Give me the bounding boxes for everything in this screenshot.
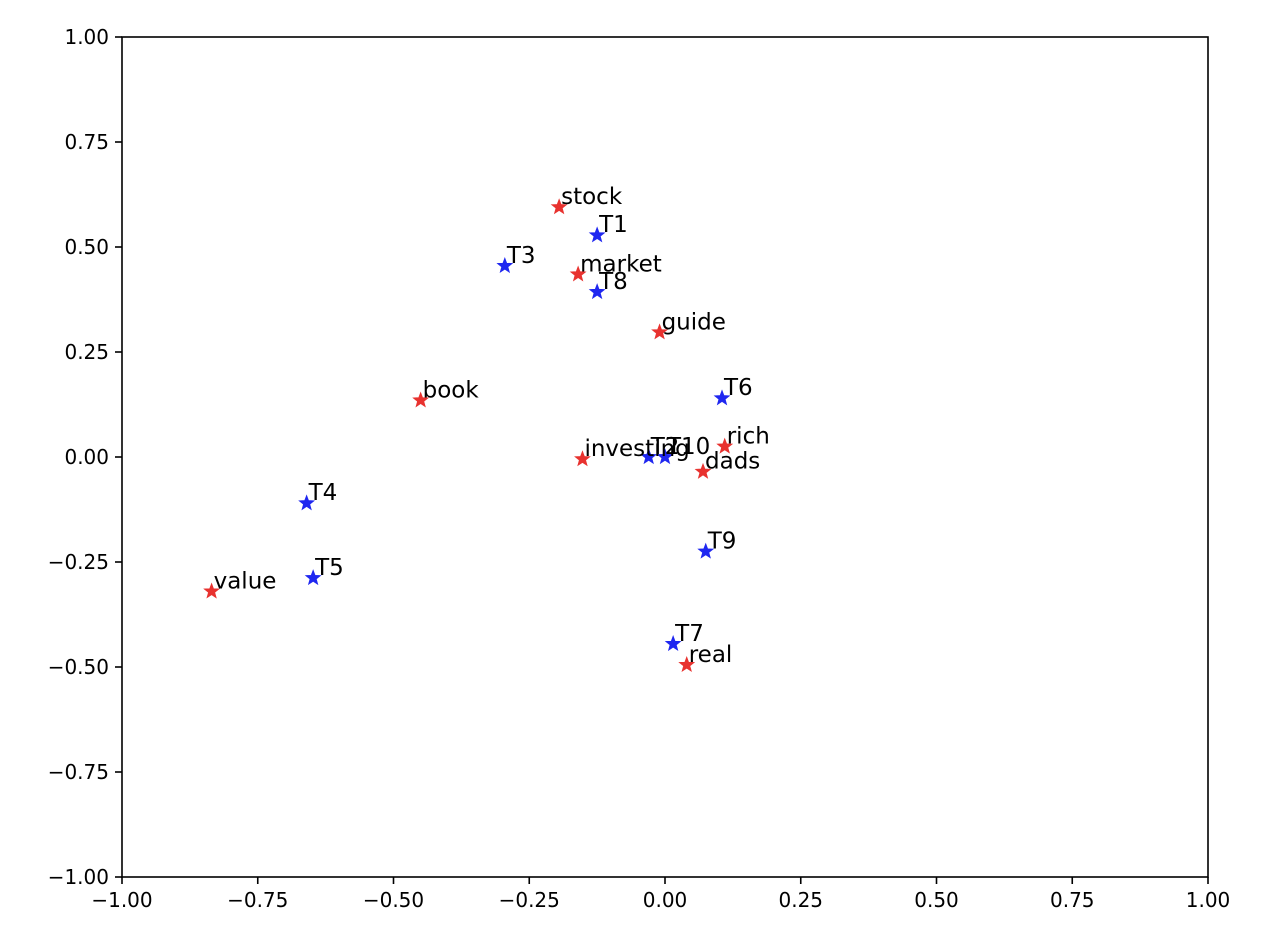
point-label: T9 — [707, 529, 737, 555]
point-label: T10 — [666, 434, 710, 460]
point-marker — [203, 582, 221, 599]
point-marker — [664, 635, 682, 652]
point-label: real — [689, 642, 733, 668]
x-tick-label: −1.00 — [91, 888, 152, 912]
point-label: investing — [584, 436, 689, 462]
x-tick-label: −0.50 — [363, 888, 424, 912]
x-tick-label: 0.50 — [914, 888, 959, 912]
point-marker — [412, 391, 430, 408]
point-label: stock — [561, 184, 623, 210]
y-tick-label: 0.50 — [64, 235, 109, 259]
y-tick-label: 1.00 — [64, 25, 109, 49]
x-tick-label: 0.75 — [1050, 888, 1095, 912]
x-tick-label: 0.25 — [778, 888, 823, 912]
point-marker — [569, 265, 587, 282]
y-tick-label: −0.75 — [48, 760, 109, 784]
x-tick-label: −0.75 — [227, 888, 288, 912]
point-label: T5 — [314, 555, 344, 581]
point-label: dads — [705, 449, 760, 475]
point-label: market — [580, 251, 662, 277]
y-tick-label: 0.25 — [64, 340, 109, 364]
x-tick-label: 0.00 — [643, 888, 688, 912]
point-marker — [496, 257, 514, 274]
x-axis-ticks: −1.00 −0.75 −0.50 −0.25 0.00 0.25 0.50 0.75 1.00 — [91, 877, 1230, 912]
point-label: T4 — [308, 480, 338, 506]
y-tick-label: −0.25 — [48, 550, 109, 574]
point-marker — [550, 198, 568, 215]
plot-frame — [121, 36, 1209, 878]
point-marker — [304, 569, 322, 586]
point-label: guide — [662, 309, 726, 335]
point-label: T6 — [723, 375, 753, 401]
point-label: T7 — [674, 621, 704, 647]
point-label: rich — [727, 424, 770, 450]
point-label: T2 — [650, 434, 680, 460]
point-marker — [678, 656, 696, 673]
point-marker — [656, 448, 674, 465]
point-marker — [574, 450, 591, 467]
y-tick-label: −1.00 — [48, 865, 109, 889]
y-axis-ticks: 1.00 0.75 0.50 0.25 0.00 −0.25 −0.50 −0.75 −1.00 — [48, 25, 122, 889]
point-marker — [640, 448, 658, 465]
point-marker — [651, 323, 668, 340]
y-tick-label: 0.75 — [64, 130, 109, 154]
point-marker — [588, 226, 606, 243]
point-marker — [588, 283, 606, 300]
y-tick-label: −0.50 — [48, 655, 109, 679]
x-tick-label: 1.00 — [1186, 888, 1231, 912]
point-label: T1 — [598, 212, 628, 238]
point-label: T3 — [506, 243, 536, 269]
point-marker — [694, 462, 712, 479]
point-label: value — [214, 568, 277, 594]
point-marker — [716, 437, 734, 454]
point-marker — [697, 542, 715, 559]
point-label: T8 — [598, 269, 628, 295]
x-tick-label: −0.25 — [499, 888, 560, 912]
point-label: book — [423, 377, 480, 403]
data-points — [203, 198, 734, 673]
y-tick-label: 0.00 — [64, 445, 109, 469]
point-marker — [713, 389, 731, 406]
point-marker — [298, 494, 316, 511]
